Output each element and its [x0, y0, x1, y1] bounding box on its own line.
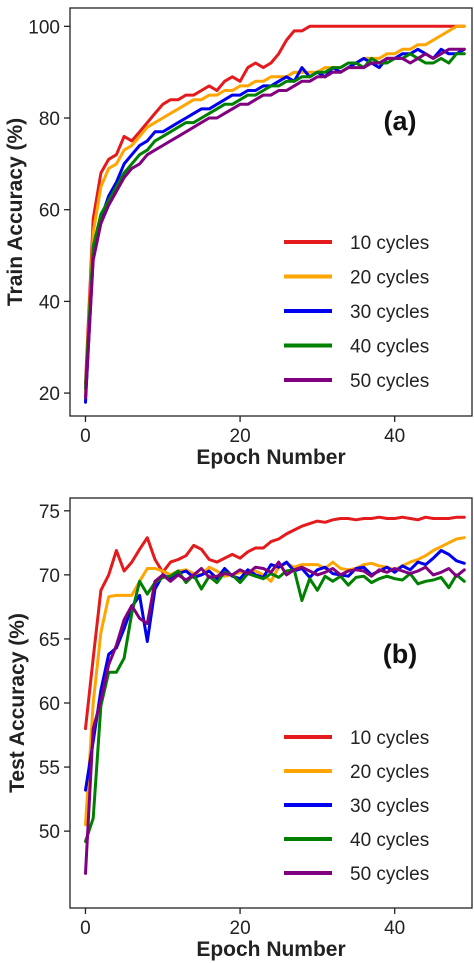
panel-b-plot-area: 0 20 40 50 55 60 65 70 75 10 cycles 20 cycles 30 cy…: [39, 502, 466, 939]
panel-a-series-line-10-cycles: [84, 24, 466, 386]
panel-b-legend-label: 40 cycles: [350, 830, 429, 851]
panel-b-legend-label: 10 cycles: [350, 728, 429, 749]
panel-a-x-axis-label: Epoch Number: [196, 446, 345, 469]
panel-b-series-line-40-cycles: [84, 568, 466, 843]
panel-a-y-tick-label: 100: [28, 17, 60, 38]
panel-b-y-tick-label: 50: [39, 822, 60, 843]
panel-b-legend-label: 50 cycles: [350, 864, 429, 885]
panel-a-y-tick-label: 40: [39, 292, 60, 313]
panel-b-test-accuracy: 0 20 40 50 55 60 65 70 75 10 cycles 20 cycles 30 cy…: [6, 497, 473, 961]
panel-a-x-tick-label: 20: [230, 426, 251, 447]
panel-b-y-tick-label: 75: [39, 502, 60, 523]
panel-a-plot-area: 0 20 40 20 40 60 80 100 10 cycles 20 cycles 30 cyc…: [28, 17, 466, 447]
panel-a-train-accuracy: 0 20 40 20 40 60 80 100 10 cycles 20 cycles 30 cyc…: [4, 7, 473, 469]
panel-b-y-axis-label: Test Accuracy (%): [6, 613, 29, 793]
panel-b-label: (b): [383, 639, 417, 669]
panel-a-y-tick-label: 60: [39, 201, 60, 222]
panel-a-frame: [69, 7, 473, 417]
panel-a-legend-label: 10 cycles: [350, 233, 429, 254]
panel-b-y-tick-label: 60: [39, 694, 60, 715]
panel-b-legend-label: 20 cycles: [350, 762, 429, 783]
panel-a-series-line-20-cycles: [84, 24, 466, 395]
panel-a-series-line-30-cycles: [84, 47, 466, 404]
panel-b-series-line-50-cycles: [84, 560, 466, 875]
panel-a-legend-label: 40 cycles: [350, 337, 429, 358]
panel-a-y-tick-label: 80: [39, 109, 60, 130]
panel-b-legend: 10 cycles 20 cycles 30 cycles 40 cycles 50 c…: [284, 728, 429, 885]
panel-a-y-axis-label: Train Accuracy (%): [4, 118, 27, 306]
panel-a-series-line-50-cycles: [84, 47, 466, 400]
panel-a-x-tick-label: 40: [384, 426, 405, 447]
panel-a-label: (a): [384, 106, 417, 136]
panel-a-y-tick-label: 20: [39, 384, 60, 405]
panel-b-x-tick-label: 40: [384, 918, 405, 939]
panel-a-legend-label: 50 cycles: [350, 371, 429, 392]
panel-a-legend-label: 20 cycles: [350, 268, 429, 289]
panel-a-legend-label: 30 cycles: [350, 302, 429, 323]
panel-a-x-tick-label: 0: [80, 426, 91, 447]
panel-a-legend: 10 cycles 20 cycles 30 cycles 40 cycles 50 c…: [284, 233, 429, 392]
panel-b-y-tick-label: 55: [39, 758, 60, 779]
panel-b-y-tick-label: 65: [39, 630, 60, 651]
panel-b-x-axis-label: Epoch Number: [196, 938, 345, 961]
panel-b-series-line-10-cycles: [84, 515, 466, 731]
panel-b-x-tick-label: 0: [80, 918, 91, 939]
panel-b-legend-label: 30 cycles: [350, 796, 429, 817]
panel-b-y-tick-label: 70: [39, 566, 60, 587]
panel-b-x-tick-label: 20: [230, 918, 251, 939]
